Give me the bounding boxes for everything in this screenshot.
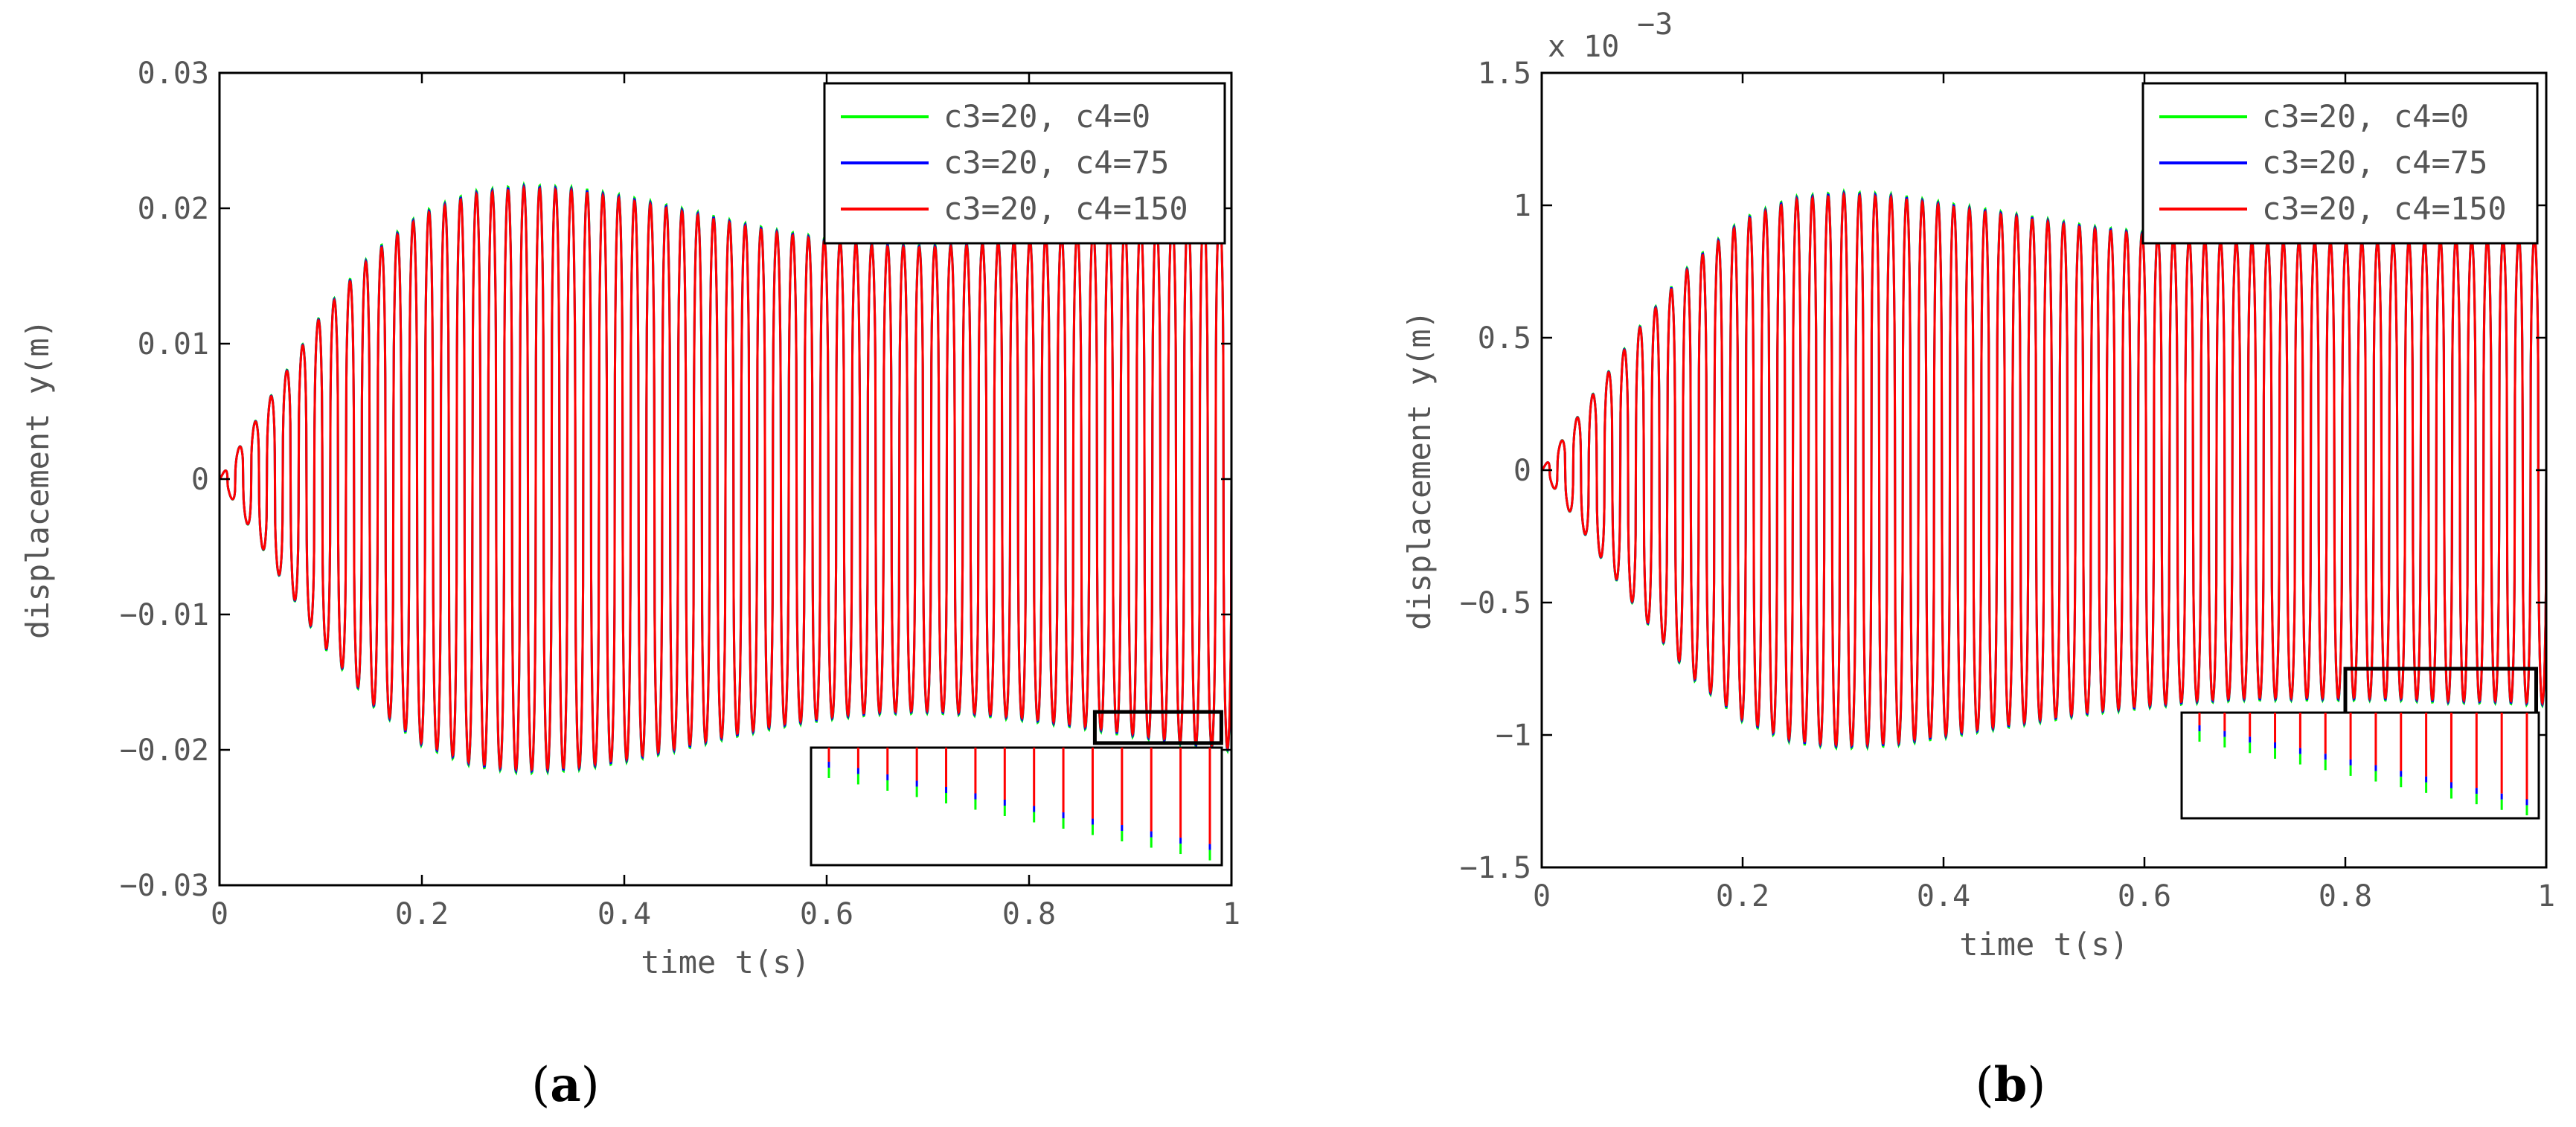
x-axis-label: time t(s)	[641, 944, 810, 980]
panel-a-chart: 0 0.2 0.4 0.6 0.8 1 0.03 0.02 0.01 0 −0.01 −0.02 −0.…	[19, 57, 1240, 1113]
y-tick-label: −1	[1496, 719, 1531, 753]
legend-entry-2: c3=20, c4=75	[2262, 144, 2487, 181]
zoom-inset-box	[2180, 711, 2540, 820]
legend: c3=20, c4=0 c3=20, c4=75 c3=20, c4=150	[823, 82, 1226, 245]
legend-entry-2: c3=20, c4=75	[943, 144, 1169, 181]
x-tick-label: 0.4	[1917, 879, 1970, 914]
x-tick-label: 0.4	[597, 897, 651, 931]
panel-b-chart: 0 0.2 0.4 0.6 0.8 1 1.5 1 0.5 0 −0.5 −1 −1.5 x 10 −3 ti…	[1401, 7, 2555, 1113]
legend-entry-3: c3=20, c4=150	[943, 190, 1188, 227]
y-tick-label: 0.03	[138, 57, 209, 91]
signal-traces	[219, 181, 1233, 776]
y-tick-label: 0.01	[138, 327, 209, 362]
y-tick-label: −0.02	[120, 733, 209, 768]
y-tick-label: 0	[1513, 454, 1531, 488]
zoom-inset	[2180, 711, 2540, 820]
signal-traces	[1541, 187, 2548, 751]
x-tick-label: 0.6	[2118, 879, 2171, 914]
y-tick-label: −0.5	[1460, 586, 1531, 620]
x-tick-label: 1	[2537, 879, 2555, 914]
legend-entry-1: c3=20, c4=0	[943, 98, 1150, 135]
panel-label: (b)	[1976, 1057, 2046, 1113]
x-tick-label: 1	[1223, 897, 1240, 931]
x-tick-label: 0.2	[1716, 879, 1769, 914]
x-tick-label: 0.8	[2319, 879, 2372, 914]
legend-entry-3: c3=20, c4=150	[2262, 190, 2507, 227]
series-line-3	[219, 184, 1233, 773]
panel-label: (a)	[531, 1057, 599, 1113]
y-tick-label: 0.02	[138, 192, 209, 226]
y-tick-label: 1	[1513, 189, 1531, 223]
x-tick-label: 0.6	[800, 897, 853, 931]
axis-exponent-label: x 10	[1548, 30, 1619, 64]
y-tick-label: 0.5	[1478, 321, 1531, 356]
x-tick-label: 0	[1533, 879, 1551, 914]
x-tick-label: 0	[211, 897, 228, 931]
axis-exponent-power: −3	[1637, 7, 1673, 42]
x-axis-label: time t(s)	[1959, 926, 2129, 963]
zoom-inset-box	[810, 746, 1223, 867]
zoom-inset	[810, 746, 1223, 867]
y-tick-label: −1.5	[1460, 851, 1531, 885]
y-axis-label: displacement y(m)	[1401, 310, 1438, 630]
series-line-3	[1541, 191, 2548, 748]
zoom-region-box	[2343, 667, 2538, 719]
x-tick-label: 0.2	[395, 897, 449, 931]
y-tick-label: −0.03	[120, 869, 209, 903]
y-tick-label: 0	[191, 463, 209, 497]
y-tick-label: 1.5	[1478, 57, 1531, 91]
y-axis-label: displacement y(m)	[19, 319, 56, 639]
zoom-region-box	[1092, 710, 1223, 745]
x-tick-label: 0.8	[1002, 897, 1056, 931]
legend-entry-1: c3=20, c4=0	[2262, 98, 2469, 135]
y-tick-label: −0.01	[120, 598, 209, 632]
legend: c3=20, c4=0 c3=20, c4=75 c3=20, c4=150	[2141, 82, 2539, 245]
